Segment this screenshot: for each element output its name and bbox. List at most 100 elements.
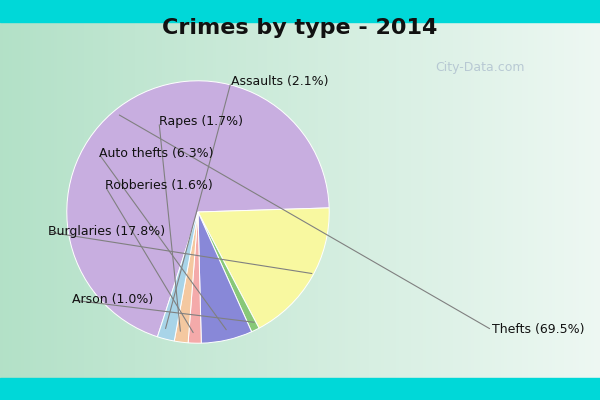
Bar <box>534 22 537 378</box>
Text: Thefts (69.5%): Thefts (69.5%) <box>492 324 584 336</box>
Bar <box>264 22 267 378</box>
Bar <box>78 22 81 378</box>
Bar <box>210 22 213 378</box>
Bar <box>237 22 240 378</box>
Bar <box>387 22 390 378</box>
Bar <box>594 22 597 378</box>
Bar <box>312 22 315 378</box>
Bar <box>87 22 90 378</box>
Bar <box>0 0 600 22</box>
Bar <box>267 22 270 378</box>
Text: Robberies (1.6%): Robberies (1.6%) <box>105 180 213 192</box>
Bar <box>132 22 135 378</box>
Bar <box>369 22 372 378</box>
Bar <box>243 22 246 378</box>
Bar <box>366 22 369 378</box>
Bar <box>165 22 168 378</box>
Bar <box>339 22 342 378</box>
Bar <box>177 22 180 378</box>
Bar <box>186 22 189 378</box>
Bar <box>459 22 462 378</box>
Bar <box>72 22 75 378</box>
Bar <box>135 22 138 378</box>
Bar <box>297 22 300 378</box>
Bar <box>348 22 351 378</box>
Bar <box>471 22 474 378</box>
Bar <box>129 22 132 378</box>
Bar <box>351 22 354 378</box>
Bar <box>234 22 237 378</box>
Bar <box>270 22 273 378</box>
Bar <box>108 22 111 378</box>
Bar <box>450 22 453 378</box>
Bar <box>585 22 588 378</box>
Bar <box>300 22 303 378</box>
Bar <box>438 22 441 378</box>
Bar <box>486 22 489 378</box>
Bar <box>174 22 177 378</box>
Bar <box>204 22 207 378</box>
Bar <box>477 22 480 378</box>
Bar <box>402 22 405 378</box>
Bar <box>327 22 330 378</box>
Bar <box>9 22 12 378</box>
Wedge shape <box>174 212 198 343</box>
Bar <box>84 22 87 378</box>
Bar <box>279 22 282 378</box>
Bar <box>492 22 495 378</box>
Bar <box>228 22 231 378</box>
Bar <box>564 22 567 378</box>
Bar <box>414 22 417 378</box>
Bar <box>354 22 357 378</box>
Text: City-Data.com: City-Data.com <box>435 62 525 74</box>
Bar <box>15 22 18 378</box>
Bar <box>507 22 510 378</box>
Bar <box>582 22 585 378</box>
Bar <box>378 22 381 378</box>
Bar <box>198 22 201 378</box>
Bar <box>222 22 225 378</box>
Bar <box>384 22 387 378</box>
Bar <box>45 22 48 378</box>
Bar <box>504 22 507 378</box>
Bar <box>150 22 153 378</box>
Wedge shape <box>198 208 329 328</box>
Bar <box>153 22 156 378</box>
Bar <box>309 22 312 378</box>
Bar <box>579 22 582 378</box>
Bar <box>75 22 78 378</box>
Bar <box>396 22 399 378</box>
Bar <box>51 22 54 378</box>
Bar <box>216 22 219 378</box>
Bar <box>342 22 345 378</box>
Bar <box>444 22 447 378</box>
Bar <box>126 22 129 378</box>
Bar <box>225 22 228 378</box>
Bar <box>168 22 171 378</box>
Bar <box>12 22 15 378</box>
Bar <box>501 22 504 378</box>
Bar <box>261 22 264 378</box>
Bar <box>189 22 192 378</box>
Bar <box>405 22 408 378</box>
Bar <box>81 22 84 378</box>
Text: Auto thefts (6.3%): Auto thefts (6.3%) <box>99 148 214 160</box>
Bar <box>417 22 420 378</box>
Bar <box>513 22 516 378</box>
Bar <box>336 22 339 378</box>
Bar <box>432 22 435 378</box>
Bar <box>60 22 63 378</box>
Bar <box>30 22 33 378</box>
Bar <box>0 378 600 400</box>
Bar <box>246 22 249 378</box>
Bar <box>489 22 492 378</box>
Bar <box>36 22 39 378</box>
Bar <box>462 22 465 378</box>
Text: Burglaries (17.8%): Burglaries (17.8%) <box>48 226 165 238</box>
Bar <box>24 22 27 378</box>
Bar <box>318 22 321 378</box>
Bar <box>498 22 501 378</box>
Bar <box>183 22 186 378</box>
Bar <box>423 22 426 378</box>
Bar <box>408 22 411 378</box>
